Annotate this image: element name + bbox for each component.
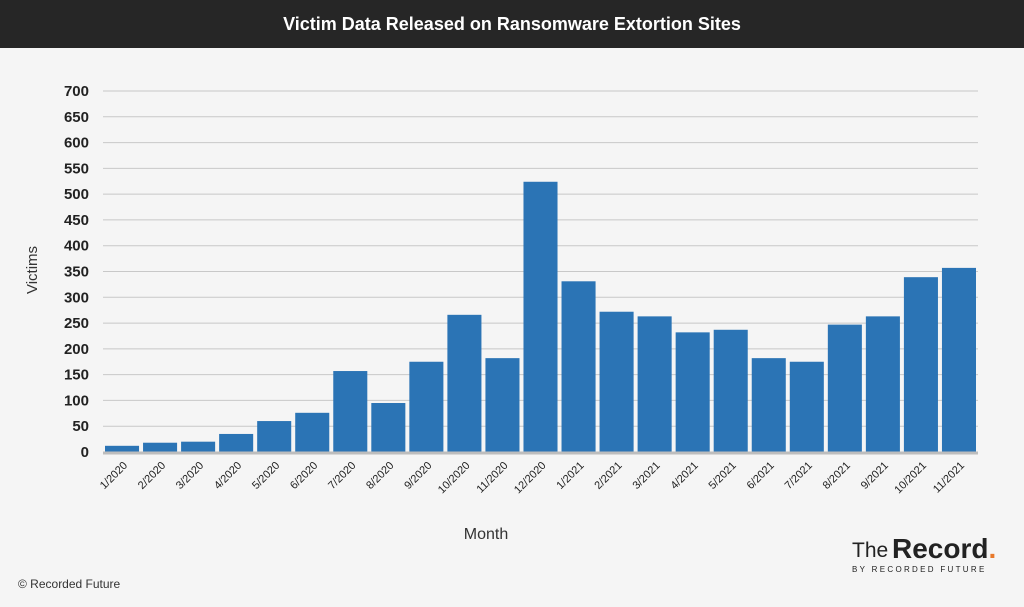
bar (409, 361, 444, 452)
bar (257, 421, 292, 452)
bar (485, 358, 520, 452)
bar (751, 358, 786, 452)
x-tick-label: 7/2021 (783, 460, 815, 492)
logo-record-word: Record (892, 533, 989, 564)
bar (333, 371, 368, 452)
bar (865, 316, 900, 452)
logo-byline: BY RECORDED FUTURE (852, 565, 987, 574)
y-tick-label: 350 (64, 264, 89, 281)
x-tick-label: 1/2021 (554, 460, 586, 492)
y-tick-label: 50 (72, 418, 89, 435)
bar-chart: 0 50 100 150 200 250 300 350 400 450 500 550 600 650 7… (24, 83, 978, 543)
y-tick-label: 700 (64, 83, 89, 100)
y-tick-label: 450 (64, 212, 89, 229)
bar (523, 181, 558, 452)
logo-record: Record. (892, 533, 996, 565)
bar (295, 412, 330, 452)
x-tick-label: 11/2021 (931, 460, 967, 496)
x-tick-label: 7/2020 (326, 460, 358, 492)
bar (675, 332, 710, 452)
y-tick-label: 650 (64, 109, 89, 126)
y-tick-label: 300 (64, 289, 89, 306)
x-tick-label: 5/2020 (250, 460, 282, 492)
x-tick-label: 9/2020 (402, 460, 434, 492)
copyright-text: © Recorded Future (18, 577, 121, 591)
the-record-logo: The Record. BY RECORDED FUTURE (852, 533, 1012, 577)
logo-the: The (852, 539, 889, 562)
x-tick-label: 3/2021 (630, 460, 662, 492)
x-tick-label: 2/2021 (592, 460, 624, 492)
bar (181, 441, 216, 452)
bar (599, 311, 634, 452)
x-tick-label: 10/2021 (892, 460, 929, 497)
bar (941, 267, 976, 452)
logo-dot: . (988, 533, 997, 564)
title-bar: Victim Data Released on Ransomware Extor… (0, 0, 1024, 48)
y-tick-label: 200 (64, 341, 89, 358)
bar (827, 324, 862, 452)
x-tick-label: 2/2020 (136, 460, 168, 492)
y-tick-label: 100 (64, 392, 89, 409)
y-tick-label: 600 (64, 135, 89, 152)
bar (219, 433, 254, 452)
x-tick-label: 5/2021 (707, 460, 739, 492)
bar (143, 442, 178, 452)
x-tick-label: 9/2021 (859, 460, 891, 492)
x-tick-label: 3/2020 (174, 460, 206, 492)
bar (561, 281, 596, 452)
bar (637, 316, 672, 452)
y-tick-label: 500 (64, 186, 89, 203)
y-tick-label: 150 (64, 367, 89, 384)
x-tick-label: 12/2020 (512, 460, 549, 497)
y-axis-label: Victims (24, 246, 41, 294)
x-tick-label: 6/2020 (288, 460, 320, 492)
bar (713, 329, 748, 452)
x-tick-label: 8/2020 (364, 460, 396, 492)
x-axis-label: Month (464, 526, 508, 543)
bar (903, 277, 938, 452)
x-tick-label: 6/2021 (745, 460, 777, 492)
y-tick-label: 0 (81, 444, 89, 461)
bar (371, 403, 406, 452)
bar (105, 445, 140, 452)
x-tick-label: 1/2020 (98, 460, 130, 492)
y-tick-label: 250 (64, 315, 89, 332)
bar (447, 314, 482, 452)
x-tick-label: 4/2021 (669, 460, 701, 492)
y-tick-label: 400 (64, 238, 89, 255)
x-tick-label: 4/2020 (212, 460, 244, 492)
x-tick-label: 10/2020 (436, 460, 473, 497)
bar (789, 361, 824, 452)
chart-title: Victim Data Released on Ransomware Extor… (283, 13, 741, 34)
y-tick-label: 550 (64, 160, 89, 177)
x-tick-label: 8/2021 (821, 460, 853, 492)
x-tick-label: 11/2020 (475, 460, 511, 496)
